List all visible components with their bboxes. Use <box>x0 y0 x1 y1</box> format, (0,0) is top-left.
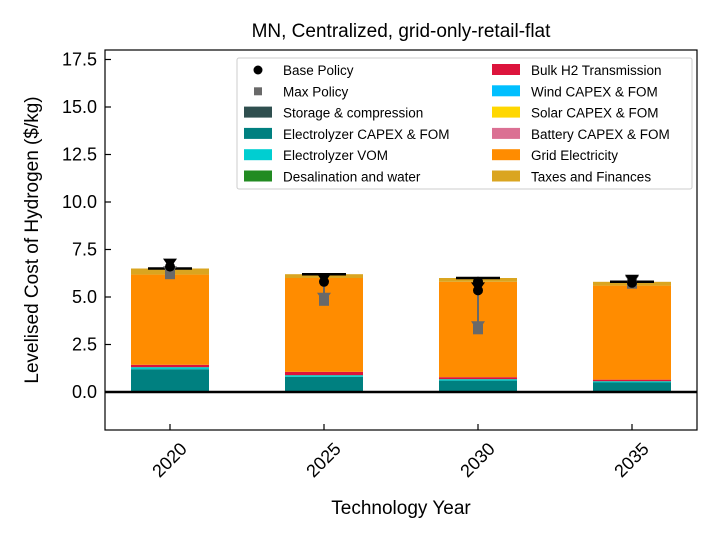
legend-swatch-electrolyzer-vom <box>244 149 272 161</box>
legend-label-electrolyzer-capex-fom: Electrolyzer CAPEX & FOM <box>283 127 450 142</box>
max-policy-marker-2030 <box>473 324 483 335</box>
bar-segment-electrolyzer-vom-2035 <box>593 381 671 383</box>
x-tick-label-2020: 2020 <box>148 439 190 481</box>
legend-label-battery-capex-fom: Battery CAPEX & FOM <box>531 127 670 142</box>
max-policy-marker-2020 <box>165 269 175 280</box>
legend-swatch-electrolyzer-capex-fom <box>244 127 272 139</box>
base-policy-marker-2030 <box>473 285 483 296</box>
bar-segment-electrolyzer-vom-2025 <box>285 375 363 377</box>
x-tick-label-2030: 2030 <box>456 439 498 481</box>
legend-label-max-policy: Max Policy <box>283 84 349 99</box>
legend-swatch-wind-capex-fom <box>492 85 520 97</box>
legend-label-storage-compression: Storage & compression <box>283 106 423 121</box>
bar-segment-electrolyzer-capex-fom-2030 <box>439 380 517 392</box>
legend-swatch-taxes-and-finances <box>492 170 520 182</box>
legend-marker-max-policy <box>254 87 262 96</box>
base-policy-marker-2035 <box>627 277 637 288</box>
legend-label-desalination-and-water: Desalination and water <box>283 170 421 185</box>
y-tick-label-10.0: 10.0 <box>62 192 97 212</box>
y-tick-label-0.0: 0.0 <box>72 382 97 402</box>
legend-marker-base-policy <box>253 65 263 75</box>
base-policy-marker-2025 <box>319 276 329 287</box>
y-tick-label-17.5: 17.5 <box>62 50 97 70</box>
legend-label-bulk-h2-transmission: Bulk H2 Transmission <box>531 63 662 78</box>
legend: Base Policy Max Policy Storage & compressi… <box>236 57 693 190</box>
legend-swatch-storage-compression <box>244 106 272 118</box>
base-policy-marker-2020 <box>165 261 175 272</box>
plot-frame <box>104 49 698 431</box>
y-axis-label: Levelised Cost of Hydrogen ($/kg) <box>22 96 43 383</box>
bar-segment-electrolyzer-capex-fom-2035 <box>593 382 671 392</box>
legend-swatch-desalination-and-water <box>244 170 272 182</box>
chart-title: MN, Centralized, grid-only-retail-flat <box>252 21 552 42</box>
y-tick-label-5.0: 5.0 <box>72 287 97 307</box>
plot-area: 0.0 2.5 5.0 7.5 10.0 12.5 15.0 17.5 2020 2025 2030… <box>62 49 698 481</box>
legend-swatch-battery-capex-fom <box>492 127 520 139</box>
legend-label-taxes-and-finances: Taxes and Finances <box>531 170 651 185</box>
y-tick-label-12.5: 12.5 <box>62 145 97 165</box>
legend-label-base-policy: Base Policy <box>283 63 354 78</box>
x-tick-label-2025: 2025 <box>302 439 344 481</box>
legend-swatch-solar-capex-fom <box>492 106 520 118</box>
bar-segment-grid-electricity-2035 <box>593 285 671 380</box>
legend-label-grid-electricity: Grid Electricity <box>531 148 618 163</box>
x-axis-label: Technology Year <box>331 498 471 519</box>
bar-segment-electrolyzer-vom-2030 <box>439 379 517 381</box>
bar-segment-electrolyzer-vom-2020 <box>131 367 209 370</box>
bar-segment-electrolyzer-capex-fom-2025 <box>285 376 363 392</box>
legend-label-wind-capex-fom: Wind CAPEX & FOM <box>531 84 658 99</box>
legend-label-solar-capex-fom: Solar CAPEX & FOM <box>531 106 659 121</box>
y-tick-label-7.5: 7.5 <box>72 240 97 260</box>
bar-segment-bulk-h2-transmission-2030 <box>439 377 517 380</box>
legend-box <box>236 57 693 190</box>
y-tick-label-15.0: 15.0 <box>62 97 97 117</box>
bar-segment-electrolyzer-capex-fom-2020 <box>131 369 209 392</box>
y-tick-label-2.5: 2.5 <box>72 335 97 355</box>
bar-segment-grid-electricity-2020 <box>131 274 209 365</box>
bar-segment-bulk-h2-transmission-2035 <box>593 379 671 382</box>
x-tick-label-2035: 2035 <box>610 439 652 481</box>
bar-segment-bulk-h2-transmission-2025 <box>285 371 363 376</box>
base-policy-marker-extra-2030 <box>473 276 483 287</box>
max-policy-marker-2025 <box>319 295 329 306</box>
legend-swatch-bulk-h2-transmission <box>492 64 520 75</box>
bar-segment-bulk-h2-transmission-2020 <box>131 364 209 368</box>
legend-swatch-grid-electricity <box>492 149 520 161</box>
legend-label-electrolyzer-vom: Electrolyzer VOM <box>283 148 388 163</box>
